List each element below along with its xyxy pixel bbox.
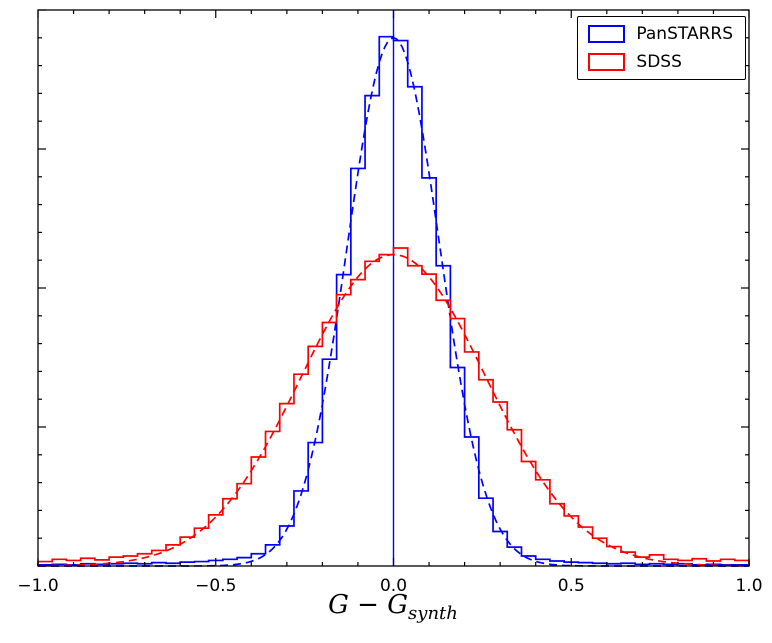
legend: PanSTARRS SDSS [577, 16, 746, 80]
legend-item-sdss: SDSS [588, 53, 733, 71]
x-tick-label: 0.0 [380, 576, 407, 596]
x-tick-label: −1.0 [17, 576, 58, 596]
x-axis-label: G − Gsynth [328, 590, 458, 624]
xlabel-g1: G [328, 590, 349, 620]
xlabel-g2: G [387, 590, 409, 620]
legend-item-panstarrs: PanSTARRS [588, 25, 733, 43]
x-tick-label: 0.5 [558, 576, 585, 596]
panstarrs-swatch-icon [588, 25, 626, 43]
xlabel-minus: − [348, 590, 388, 620]
xlabel-subscript: synth [408, 603, 458, 625]
panstarrs-histogram [37, 35, 750, 566]
sdss-swatch-icon [588, 53, 626, 71]
legend-label-sdss: SDSS [636, 51, 682, 72]
legend-label-panstarrs: PanSTARRS [636, 23, 733, 44]
sdss-histogram [37, 247, 750, 566]
x-tick-label: 1.0 [735, 576, 762, 596]
x-tick-label: −0.5 [195, 576, 236, 596]
